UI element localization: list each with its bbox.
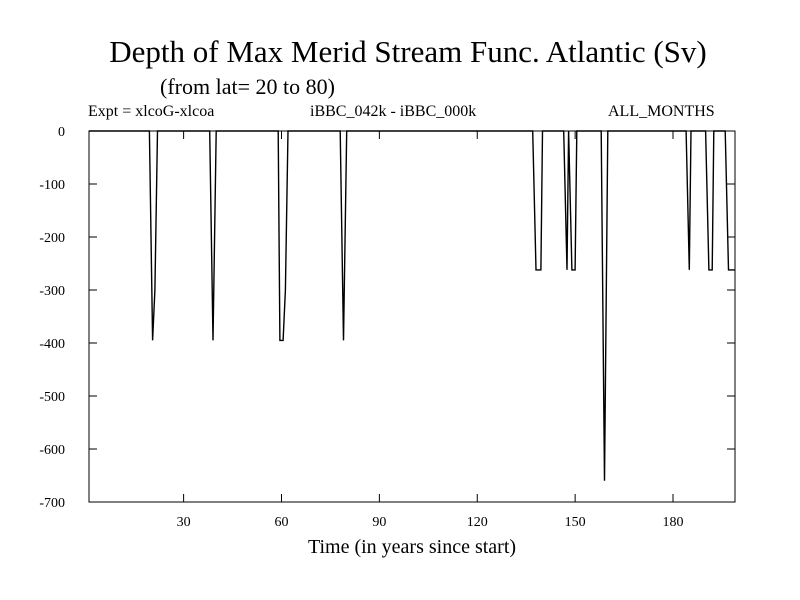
x-axis: 30 60 90 120 150 180 xyxy=(177,131,684,530)
comparison-label: iBBC_042k - iBBC_000k xyxy=(310,103,477,120)
x-tick-label: 30 xyxy=(177,515,191,530)
y-tick-label: 0 xyxy=(58,125,65,140)
y-axis: 0 -100 -200 -300 -400 -500 -600 -700 xyxy=(39,125,735,511)
x-axis-label: Time (in years since start) xyxy=(307,536,517,558)
y-tick-label: -700 xyxy=(39,496,65,511)
months-label: ALL_MONTHS xyxy=(608,103,715,120)
plot-frame xyxy=(88,130,736,503)
y-tick-label: -100 xyxy=(39,178,65,193)
experiment-label: Expt = xlcoG-xlcoa xyxy=(88,103,215,120)
y-tick-label: -200 xyxy=(39,231,65,246)
y-tick-label: -400 xyxy=(39,337,65,352)
chart-subtitle: (from lat= 20 to 80) xyxy=(160,74,335,99)
x-tick-label: 120 xyxy=(467,515,488,530)
x-tick-label: 60 xyxy=(274,515,288,530)
x-tick-label: 90 xyxy=(372,515,386,530)
x-tick-label: 180 xyxy=(663,515,684,530)
y-tick-label: -600 xyxy=(39,443,65,458)
series-line xyxy=(89,130,735,481)
x-tick-label: 150 xyxy=(565,515,586,530)
chart-title: Depth of Max Merid Stream Func. Atlantic… xyxy=(109,34,707,69)
y-tick-label: -300 xyxy=(39,284,65,299)
y-tick-label: -500 xyxy=(39,390,65,405)
series-group xyxy=(89,130,735,481)
